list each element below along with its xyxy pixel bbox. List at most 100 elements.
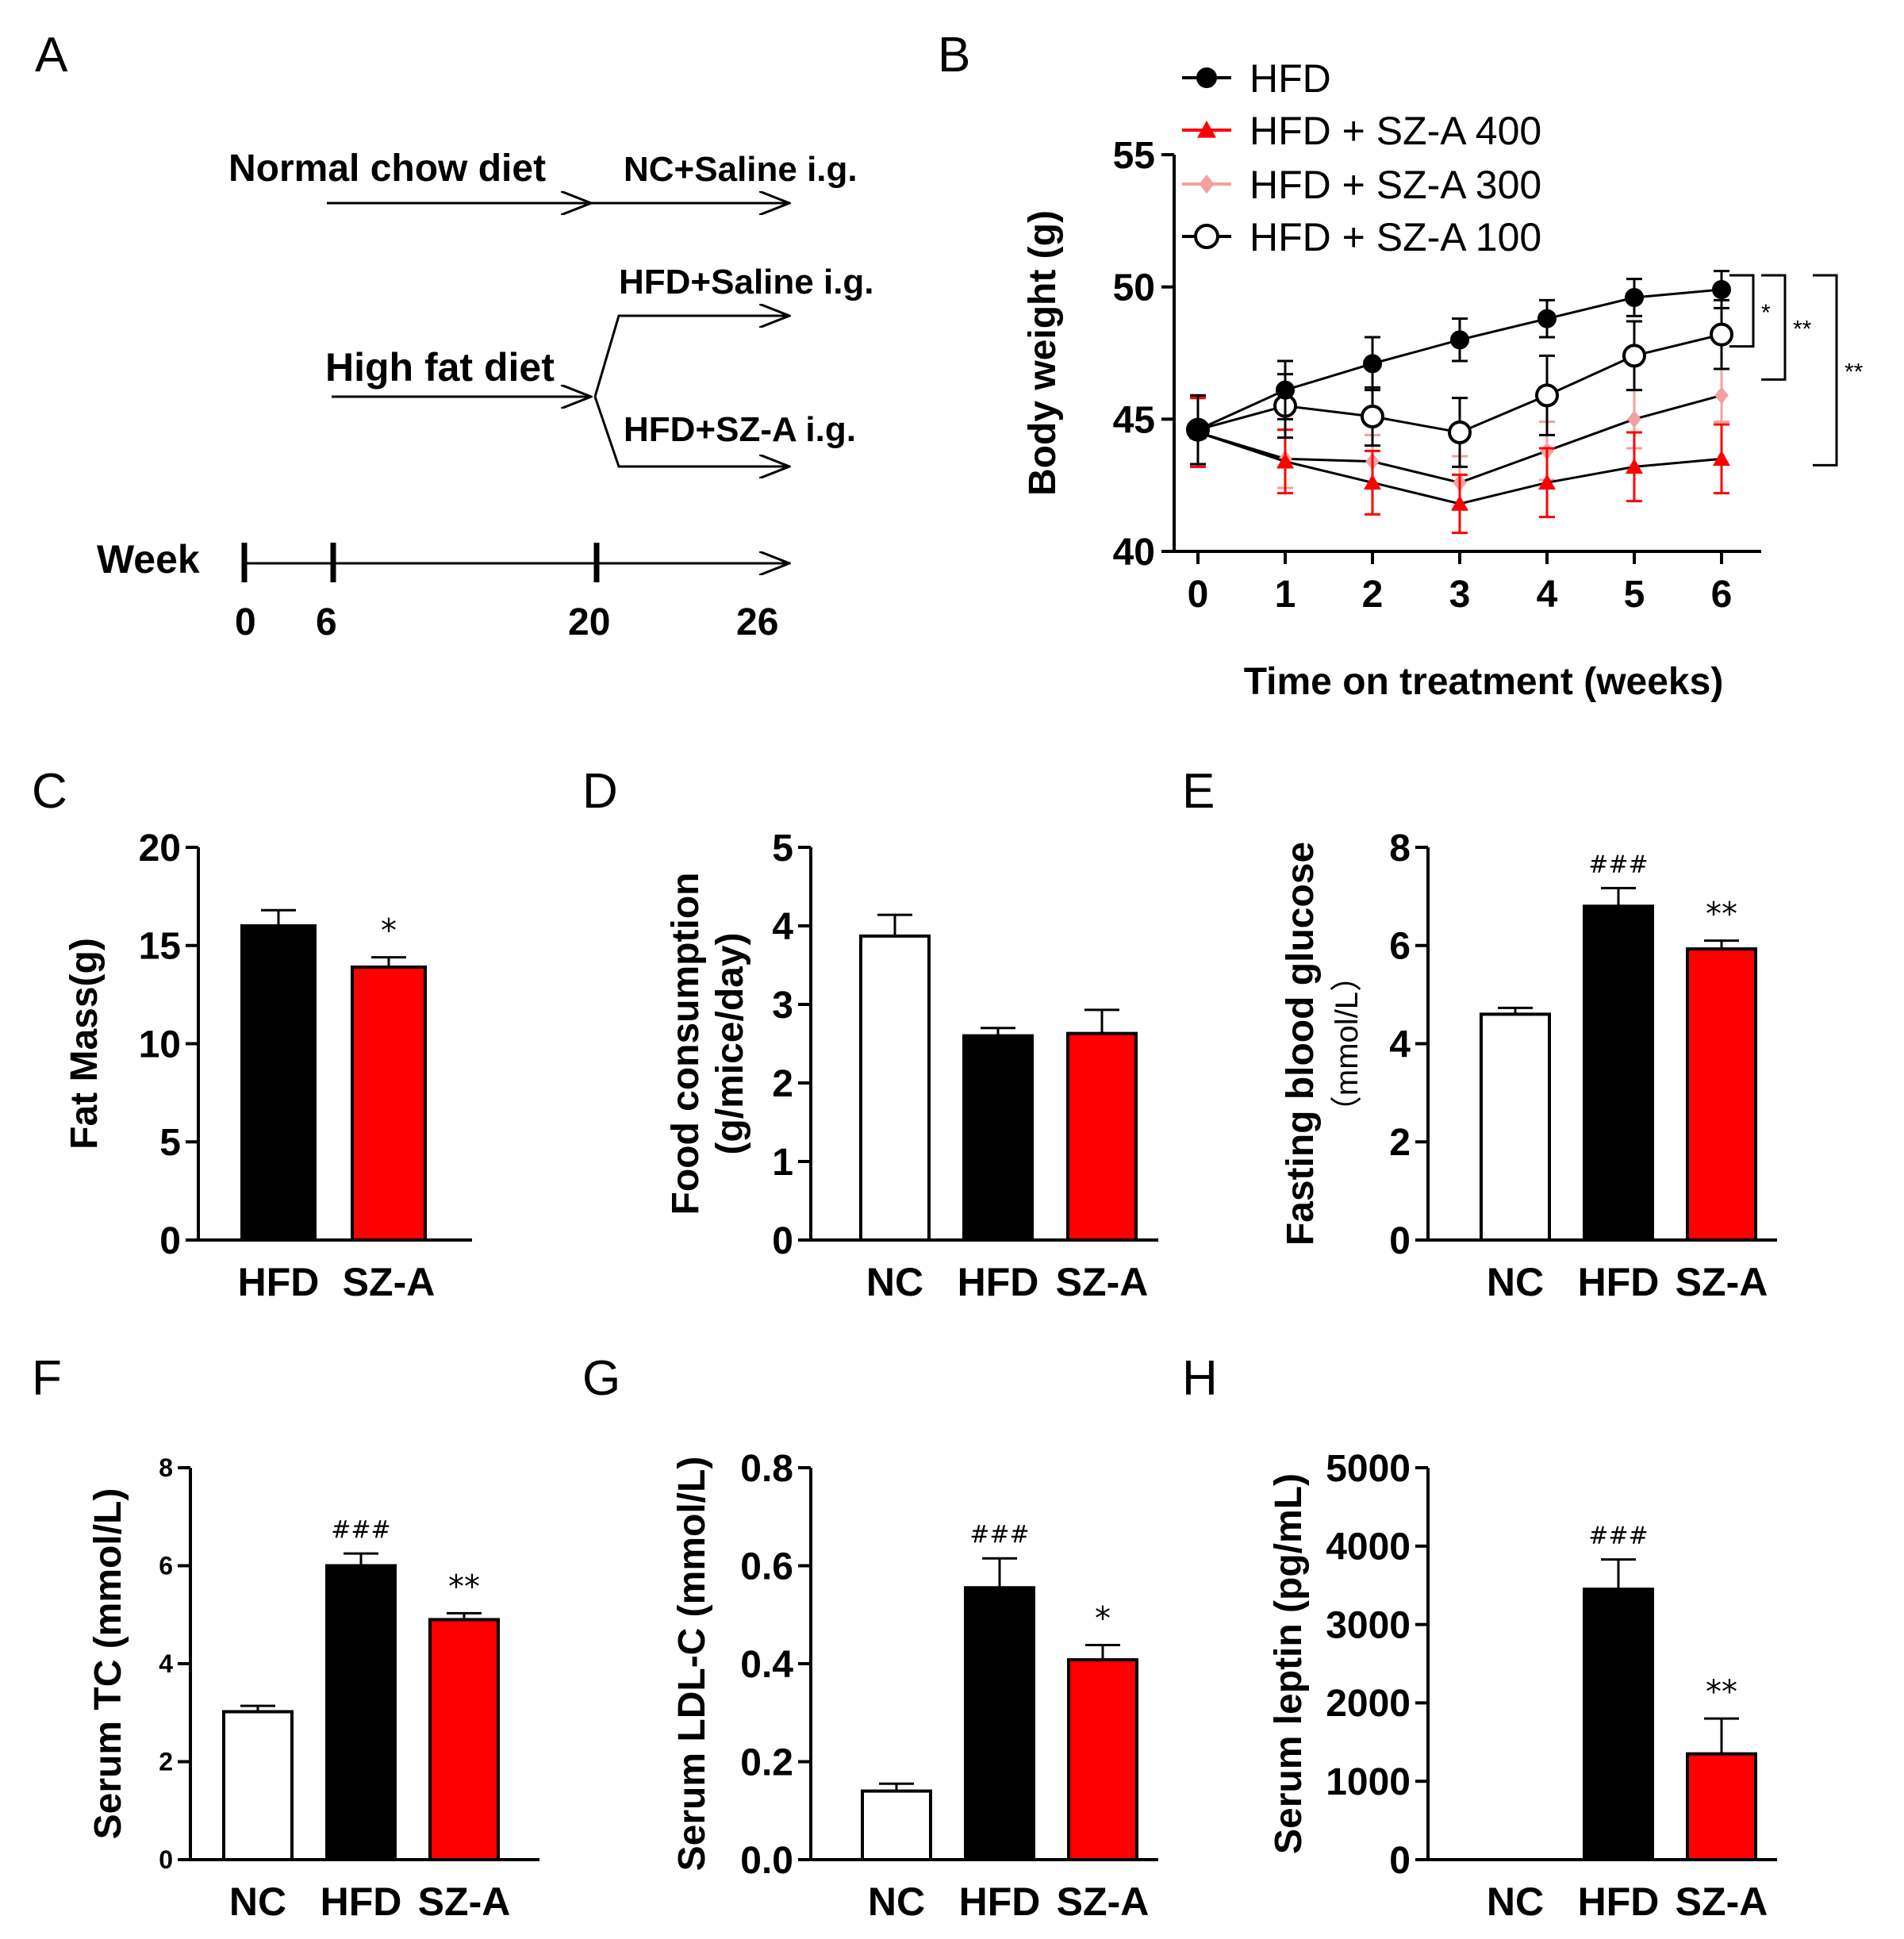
panel-f: F 0 2 4 6 8 NC ### HFD ** SZ-A Serum TC (mmol/L) (32, 1351, 539, 1924)
bar-sz-a (1066, 1031, 1138, 1242)
y-tick-label: 0 (159, 1220, 181, 1262)
data-point (1188, 420, 1207, 440)
scheme-week-20: 20 (568, 601, 610, 643)
y-tick-label: 5000 (1326, 1448, 1411, 1490)
x-tick-label: SZ-A (1057, 1879, 1150, 1924)
scheme-nc-outcome: NC+Saline i.g. (624, 150, 858, 189)
y-tick-label: 4 (772, 906, 793, 948)
bar-nc (859, 934, 931, 1242)
y-axis-label: Serum LDL-C (mmol/L) (671, 1457, 713, 1872)
x-tick-label: HFD (238, 1260, 320, 1304)
bar-hfd (325, 1564, 397, 1861)
panel-h: H 0 1000 2000 3000 4000 5000 NC ### HFD ** SZ-A Ser… (1182, 1351, 1777, 1924)
x-tick-label: HFD (1578, 1260, 1660, 1304)
panel-label-f: F (32, 1351, 62, 1406)
y-tick-label: 0.8 (740, 1448, 793, 1490)
x-tick-label: SZ-A (1676, 1260, 1768, 1304)
y-tick-label: 4000 (1326, 1526, 1411, 1568)
x-tick-label: SZ-A (1676, 1879, 1768, 1924)
x-tick-label: 5 (1624, 574, 1645, 616)
y-axis-label: Serum leptin (pg/mL) (1268, 1473, 1310, 1854)
panel-label-g: G (582, 1351, 620, 1406)
x-tick-label: 2 (1362, 574, 1384, 616)
y-tick-label: 8 (159, 1453, 173, 1482)
y-axis-label: (g/mice/day) (709, 932, 751, 1154)
y-tick-label: 4 (1389, 1023, 1411, 1065)
significance-mark: ** (448, 1568, 480, 1605)
x-tick-label: HFD (321, 1879, 402, 1924)
chart-legend: HFD HFD + SZ-A 400 HFD + SZ-A 300 HFD + … (1182, 56, 1541, 259)
data-point (1713, 450, 1730, 467)
y-tick-label: 1000 (1326, 1761, 1411, 1803)
bar-sz-a (428, 1618, 500, 1862)
legend-entry-sza-300: HFD + SZ-A 300 (1182, 163, 1541, 207)
bar-hfd (240, 924, 317, 1242)
scheme-week-0: 0 (235, 601, 256, 643)
y-tick-label: 2000 (1326, 1683, 1411, 1725)
significance-mark: ** (1844, 359, 1864, 386)
significance-bracket (1729, 274, 1755, 348)
significance-mark: ### (1588, 850, 1648, 878)
data-point (1626, 458, 1643, 474)
x-tick-label: SZ-A (1056, 1260, 1149, 1304)
bar-hfd (962, 1034, 1034, 1242)
x-tick-label: SZ-A (343, 1260, 436, 1304)
y-tick-label: 1 (772, 1142, 793, 1184)
y-axis-label: Serum TC (mmol/L) (87, 1488, 129, 1840)
scheme-normal-chow-label: Normal chow diet (228, 148, 546, 190)
y-tick-label: 2 (772, 1063, 793, 1105)
y-tick-label: 2 (159, 1748, 173, 1776)
y-tick-label: 0.6 (740, 1545, 793, 1588)
panel-label-e: E (1182, 764, 1215, 819)
bar-sz-a (1686, 947, 1757, 1242)
data-point (1276, 452, 1294, 469)
y-tick-label: 5 (772, 827, 793, 870)
x-tick-label: 4 (1537, 574, 1558, 616)
y-tick-label: 20 (139, 827, 181, 870)
panel-b: B HFD HFD + SZ-A 400 HFD + SZ-A 300 HFD … (938, 28, 1864, 703)
significance-mark: ** (1793, 317, 1812, 343)
panel-label-h: H (1182, 1351, 1218, 1406)
data-point (1714, 386, 1729, 405)
x-tick-label: NC (866, 1260, 923, 1304)
y-tick-label: 3000 (1326, 1604, 1411, 1646)
y-tick-label: 0.2 (740, 1741, 793, 1783)
chart-food-consumption: 0 1 2 3 4 5 NC HFD SZ-A Food consumption (g/mice/d… (665, 827, 1158, 1304)
x-tick-label: NC (1487, 1879, 1544, 1924)
y-axis-label: Fasting blood glucose (1280, 842, 1322, 1246)
legend-entry-hfd: HFD (1182, 56, 1331, 101)
legend-entry-sza-100: HFD + SZ-A 100 (1182, 215, 1541, 259)
x-axis-label: Time on treatment (weeks) (1244, 661, 1724, 703)
significance-mark: * (1761, 300, 1771, 326)
y-tick-label: 50 (1113, 267, 1155, 309)
panel-label-d: D (582, 764, 618, 819)
y-tick-label: 55 (1113, 135, 1155, 177)
y-tick-label: 0 (772, 1220, 793, 1262)
y-axis-label: （mmol/L） (1330, 960, 1365, 1127)
data-point (1451, 495, 1468, 511)
scheme-hfd-saline-label: HFD+Saline i.g. (619, 263, 874, 301)
legend-label-hfd: HFD (1250, 56, 1331, 101)
panel-label-a: A (35, 28, 68, 83)
panel-c: C 0 5 10 15 20 HFD * SZ-A Fat Mass(g) (32, 764, 472, 1304)
bar-hfd (1583, 1588, 1654, 1861)
data-point (1712, 280, 1731, 299)
y-tick-label: 4 (159, 1649, 173, 1678)
data-point (1622, 344, 1646, 368)
chart-fasting-blood-glucose: 0 2 4 6 8 NC ### HFD ** SZ-A Fasting blood glucose… (1280, 827, 1777, 1304)
y-tick-label: 8 (1389, 827, 1411, 870)
y-axis-label: Fat Mass(g) (63, 938, 106, 1150)
panel-a: A Normal chow diet NC+Saline i.g. HFD+Sa… (35, 28, 874, 643)
significance-mark: * (381, 913, 397, 950)
x-tick-label: NC (229, 1879, 286, 1924)
data-point (1537, 309, 1557, 328)
scheme-high-fat-label: High fat diet (325, 345, 555, 390)
y-tick-label: 2 (1389, 1122, 1411, 1164)
data-point (1363, 354, 1382, 374)
data-point (1627, 410, 1641, 428)
significance-mark: * (1095, 1601, 1111, 1638)
panel-g: G 0.0 0.2 0.4 0.6 0.8 NC ### HFD * SZ-A Serum LDL-… (582, 1351, 1158, 1924)
x-tick-label: 1 (1275, 574, 1296, 616)
y-tick-label: 10 (139, 1023, 181, 1065)
y-tick-label: 0.4 (740, 1644, 793, 1686)
